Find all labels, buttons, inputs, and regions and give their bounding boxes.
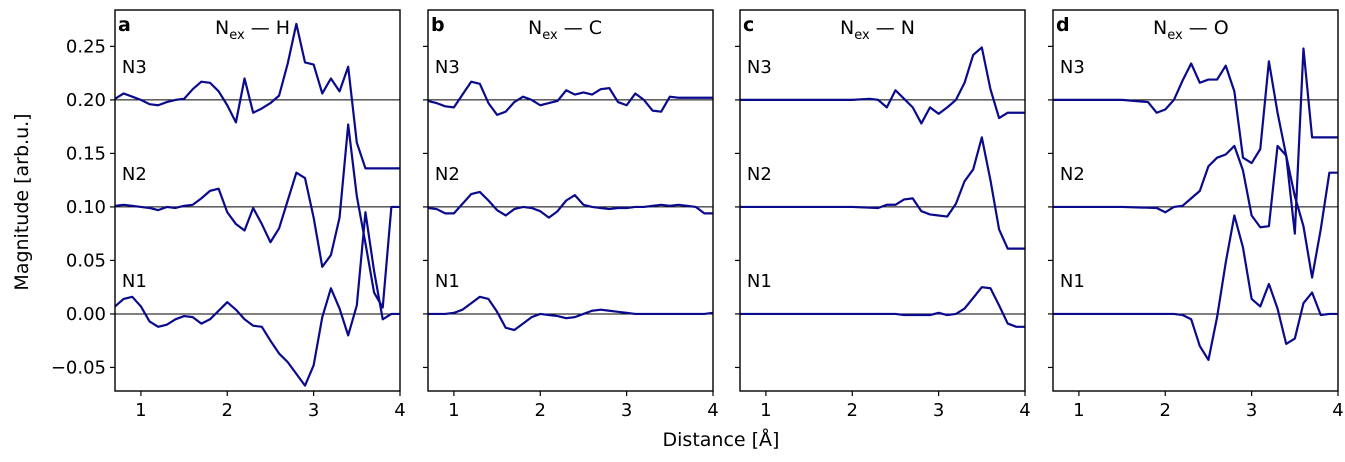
- y-tick-label: 0.15: [66, 143, 106, 164]
- panel-title-subscript: ex: [854, 28, 870, 43]
- panel-a: 1 2 3 4 −0.05 0.00 0.05 0.10 0.15 0.20 0.25 a Nex — …: [51, 9, 406, 421]
- panel-title-rest: — N: [870, 17, 915, 39]
- series-line-n1: [115, 211, 400, 387]
- panel-title-main: N: [215, 17, 229, 39]
- panel-title: Nex — C: [528, 17, 602, 43]
- y-tick-label: −0.05: [51, 357, 106, 378]
- series-line-n1: [1053, 214, 1338, 362]
- panel-frame: [114, 9, 401, 392]
- panel-title-rest: — C: [558, 17, 602, 39]
- panel-title-subscript: ex: [1167, 28, 1183, 43]
- x-tick-label: 4: [1019, 400, 1030, 421]
- x-tick-label: 1: [135, 400, 146, 421]
- x-tick-label: 1: [760, 400, 771, 421]
- series-line-n1: [740, 286, 1025, 328]
- y-tick-label: 0.00: [66, 304, 106, 325]
- series-line-n3: [115, 22, 400, 170]
- x-tick-label: 2: [847, 400, 858, 421]
- panel-frame: [427, 9, 714, 392]
- series-label-n3: N3: [435, 57, 460, 78]
- panel-title-main: N: [528, 17, 542, 39]
- panel-title-subscript: ex: [542, 28, 558, 43]
- series-line-n2: [428, 190, 713, 219]
- x-tick-label: 3: [621, 400, 632, 421]
- series-line-n2: [115, 123, 400, 309]
- x-tick-label: 3: [1246, 400, 1257, 421]
- panel-title-main: N: [1153, 17, 1167, 39]
- series-line-n3: [1053, 47, 1338, 235]
- panel-b: 1 2 3 4 b Nex — C N1 N2 N3: [423, 9, 719, 421]
- x-tick-label: 2: [1160, 400, 1171, 421]
- panel-title: Nex — N: [840, 17, 915, 43]
- series-line-n3: [428, 80, 713, 116]
- series-label-n2: N2: [1060, 164, 1085, 185]
- y-tick-label: 0.25: [66, 36, 106, 57]
- y-tick-label: 0.20: [66, 90, 106, 111]
- panel-title-rest: — O: [1183, 17, 1229, 39]
- panels: 1 2 3 4 −0.05 0.00 0.05 0.10 0.15 0.20 0.25 a Nex — …: [51, 9, 1344, 421]
- panel-title: Nex — H: [215, 17, 290, 43]
- x-tick-label: 4: [394, 400, 405, 421]
- series-line-n1: [428, 295, 713, 332]
- x-tick-label: 3: [308, 400, 319, 421]
- series-label-n3: N3: [122, 57, 147, 78]
- series-line-n2: [1053, 144, 1338, 279]
- x-tick-label: 3: [933, 400, 944, 421]
- panel-letter: b: [431, 14, 445, 36]
- y-tick-label: 0.05: [66, 250, 106, 271]
- panel-letter: d: [1056, 14, 1070, 36]
- y-tick-label: 0.10: [66, 197, 106, 218]
- series-label-n1: N1: [122, 271, 147, 292]
- x-axis-label: Distance [Å]: [663, 428, 780, 451]
- x-tick-label: 1: [1073, 400, 1084, 421]
- series-line-n3: [740, 46, 1025, 125]
- panel-title-subscript: ex: [229, 28, 245, 43]
- panel-c: 1 2 3 4 c Nex — N N1 N2 N3: [735, 9, 1031, 421]
- series-label-n2: N2: [122, 164, 147, 185]
- series-line-n2: [740, 136, 1025, 250]
- series-label-n1: N1: [1060, 271, 1085, 292]
- panel-title: Nex — O: [1153, 17, 1229, 43]
- x-tick-label: 4: [707, 400, 718, 421]
- series-label-n1: N1: [747, 271, 772, 292]
- panel-d: 1 2 3 4 d Nex — O N1 N2 N3: [1048, 9, 1344, 421]
- panel-frame: [1052, 9, 1339, 392]
- panel-letter: a: [118, 14, 131, 36]
- panel-title-rest: — H: [245, 17, 290, 39]
- x-tick-label: 2: [535, 400, 546, 421]
- series-label-n2: N2: [747, 164, 772, 185]
- panel-frame: [739, 9, 1026, 392]
- series-label-n2: N2: [435, 164, 460, 185]
- x-tick-label: 4: [1332, 400, 1343, 421]
- series-label-n1: N1: [435, 271, 460, 292]
- series-label-n3: N3: [1060, 57, 1085, 78]
- x-tick-label: 1: [448, 400, 459, 421]
- panel-letter: c: [743, 14, 754, 36]
- y-axis-label: Magnitude [arb.u.]: [11, 113, 33, 290]
- x-tick-label: 2: [222, 400, 233, 421]
- panel-title-main: N: [840, 17, 854, 39]
- series-label-n3: N3: [747, 57, 772, 78]
